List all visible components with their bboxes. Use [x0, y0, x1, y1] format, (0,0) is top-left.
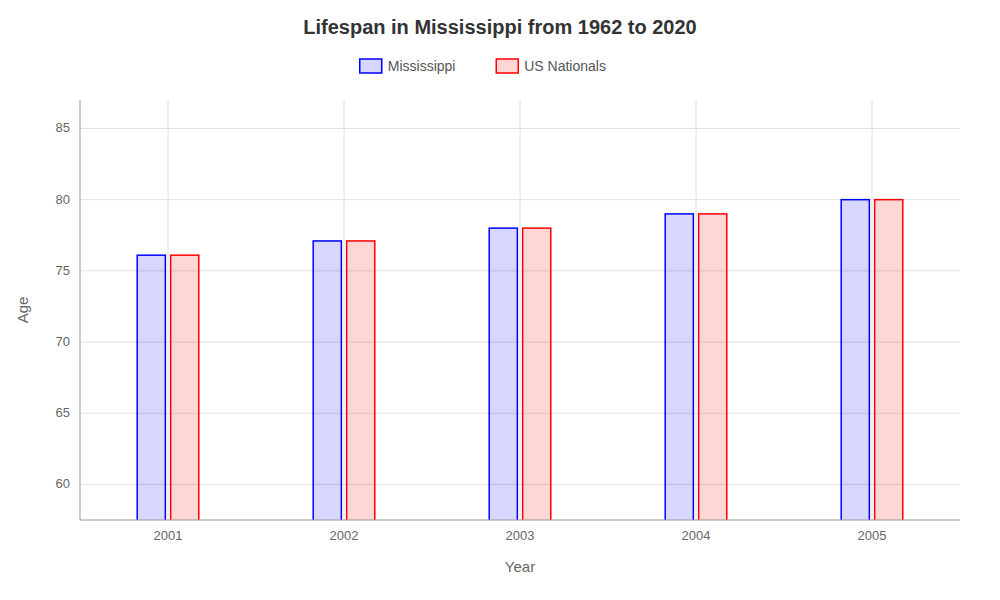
x-grid-line: [520, 100, 521, 520]
x-grid-line: [344, 100, 345, 520]
x-tick-label: 2001: [154, 528, 183, 543]
bar: [137, 255, 165, 520]
bar: [665, 214, 693, 520]
y-tick-label: 85: [56, 120, 70, 135]
x-axis-label: Year: [505, 558, 535, 575]
bars: [137, 200, 903, 520]
y-tick-label: 75: [56, 263, 70, 278]
y-tick-label: 80: [56, 192, 70, 207]
y-tick-label: 65: [56, 405, 70, 420]
legend-swatch: [496, 59, 518, 73]
x-grid-line: [168, 100, 169, 520]
grid: [80, 100, 960, 520]
bar: [171, 255, 199, 520]
legend-label: Mississippi: [388, 58, 456, 74]
y-tick-label: 60: [56, 476, 70, 491]
x-tick-label: 2004: [682, 528, 711, 543]
x-axis-line: [80, 520, 960, 521]
legend: Mississippi US Nationals: [360, 58, 606, 74]
x-tick-label: 2003: [506, 528, 535, 543]
bar: [347, 241, 375, 520]
bar: [841, 200, 869, 520]
bar: [489, 228, 517, 520]
bar: [875, 200, 903, 520]
bar: [523, 228, 551, 520]
x-tick-label: 2005: [858, 528, 887, 543]
bar: [699, 214, 727, 520]
x-grid-line: [872, 100, 873, 520]
x-grid-line: [696, 100, 697, 520]
chart: Lifespan in Mississippi from 1962 to 202…: [0, 0, 1000, 600]
legend-label: US Nationals: [524, 58, 606, 74]
x-tick-label: 2002: [330, 528, 359, 543]
y-tick-label: 70: [56, 334, 70, 349]
y-axis-label: Age: [14, 297, 31, 324]
bar: [313, 241, 341, 520]
legend-swatch: [360, 59, 382, 73]
chart-container: Lifespan in Mississippi from 1962 to 202…: [0, 0, 1000, 600]
title: Lifespan in Mississippi from 1962 to 202…: [303, 16, 696, 38]
y-axis-line: [80, 100, 81, 520]
